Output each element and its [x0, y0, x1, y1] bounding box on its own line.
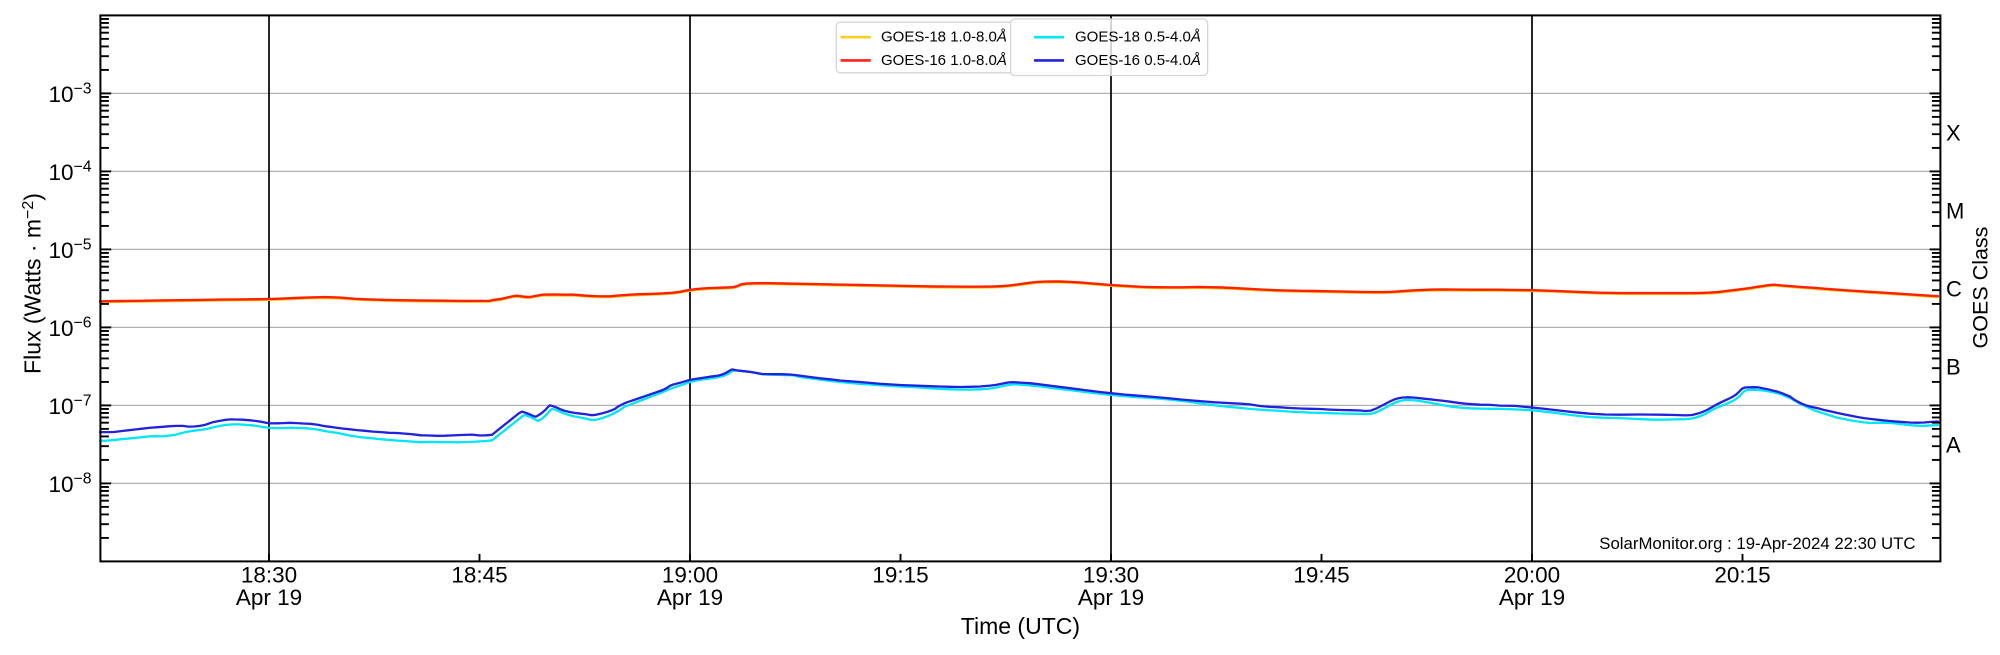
- svg-text:GOES-18 0.5-4.0Å: GOES-18 0.5-4.0Å: [1075, 29, 1201, 46]
- svg-text:19:00: 19:00: [662, 562, 718, 587]
- svg-text:19:45: 19:45: [1293, 562, 1349, 587]
- svg-text:GOES-16 1.0-8.0Å: GOES-16 1.0-8.0Å: [881, 52, 1007, 69]
- svg-text:SolarMonitor.org : 19-Apr-2024: SolarMonitor.org : 19-Apr-2024 22:30 UTC: [1599, 534, 1915, 553]
- svg-text:Apr 19: Apr 19: [236, 585, 302, 610]
- svg-text:18:45: 18:45: [451, 562, 507, 587]
- svg-text:18:30: 18:30: [241, 562, 297, 587]
- svg-text:Flux (Watts · m−2): Flux (Watts · m−2): [20, 193, 46, 374]
- svg-text:A: A: [1946, 433, 1961, 458]
- svg-text:Apr 19: Apr 19: [657, 585, 723, 610]
- svg-text:B: B: [1946, 355, 1961, 380]
- svg-text:X: X: [1946, 121, 1961, 146]
- svg-text:10−3: 10−3: [49, 81, 92, 107]
- svg-text:Apr 19: Apr 19: [1499, 585, 1565, 610]
- svg-text:19:30: 19:30: [1083, 562, 1139, 587]
- svg-text:10−8: 10−8: [49, 471, 92, 497]
- svg-text:Time (UTC): Time (UTC): [961, 613, 1080, 639]
- svg-text:GOES-18 1.0-8.0Å: GOES-18 1.0-8.0Å: [881, 29, 1007, 46]
- svg-text:20:00: 20:00: [1504, 562, 1560, 587]
- svg-text:Apr 19: Apr 19: [1078, 585, 1144, 610]
- svg-text:GOES-16 0.5-4.0Å: GOES-16 0.5-4.0Å: [1075, 52, 1201, 69]
- svg-text:C: C: [1946, 277, 1962, 302]
- svg-text:19:15: 19:15: [872, 562, 928, 587]
- svg-text:20:15: 20:15: [1714, 562, 1770, 587]
- svg-text:GOES Class: GOES Class: [1969, 227, 1993, 349]
- svg-text:M: M: [1946, 199, 1964, 224]
